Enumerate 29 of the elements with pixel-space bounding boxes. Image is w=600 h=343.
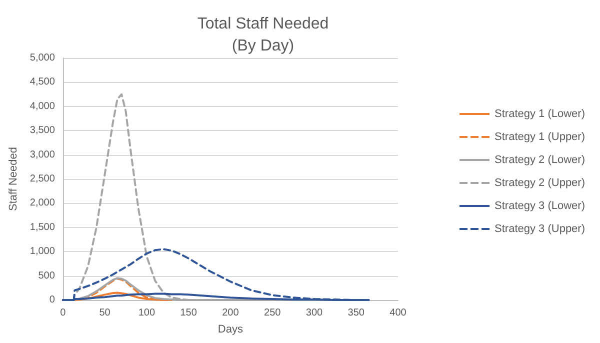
legend-label: Strategy 1 (Lower) xyxy=(494,108,586,120)
x-tick-label: 250 xyxy=(264,308,282,318)
legend-label: Strategy 3 (Lower) xyxy=(494,200,586,212)
x-tick-label: 150 xyxy=(180,308,198,318)
y-tick-label: 4,000 xyxy=(30,100,56,112)
y-tick-label: 1,000 xyxy=(30,246,56,258)
y-tick-label: 2,000 xyxy=(30,198,56,209)
legend-label: Strategy 3 (Upper) xyxy=(494,223,586,235)
chart-title: Total Staff Needed (By Day) xyxy=(197,16,329,54)
x-tick-label: 0 xyxy=(60,308,66,318)
y-axis-title: Staff Needed xyxy=(8,146,20,212)
x-axis-title: Days xyxy=(218,324,244,336)
x-tick-label: 300 xyxy=(306,308,324,318)
y-tick-label: 4,500 xyxy=(30,76,56,88)
x-tick-label: 350 xyxy=(348,308,365,318)
y-tick-label: 3,000 xyxy=(30,149,56,160)
legend-label: Strategy 2 (Lower) xyxy=(494,154,586,166)
y-tick-label: 2,500 xyxy=(30,174,56,184)
y-tick-label: 3,500 xyxy=(30,125,56,136)
legend-label: Strategy 2 (Upper) xyxy=(494,177,586,189)
y-tick-label: 1,500 xyxy=(30,222,56,233)
x-tick-label: 100 xyxy=(138,308,156,318)
x-tick-label: 200 xyxy=(222,308,240,318)
y-tick-label: 500 xyxy=(38,270,56,282)
x-tick-label: 50 xyxy=(99,308,111,318)
legend-label: Strategy 1 (Upper) xyxy=(494,131,586,143)
x-tick-label: 400 xyxy=(390,308,407,318)
y-tick-label: 5,000 xyxy=(30,52,56,64)
y-tick-label: 0 xyxy=(49,294,56,306)
